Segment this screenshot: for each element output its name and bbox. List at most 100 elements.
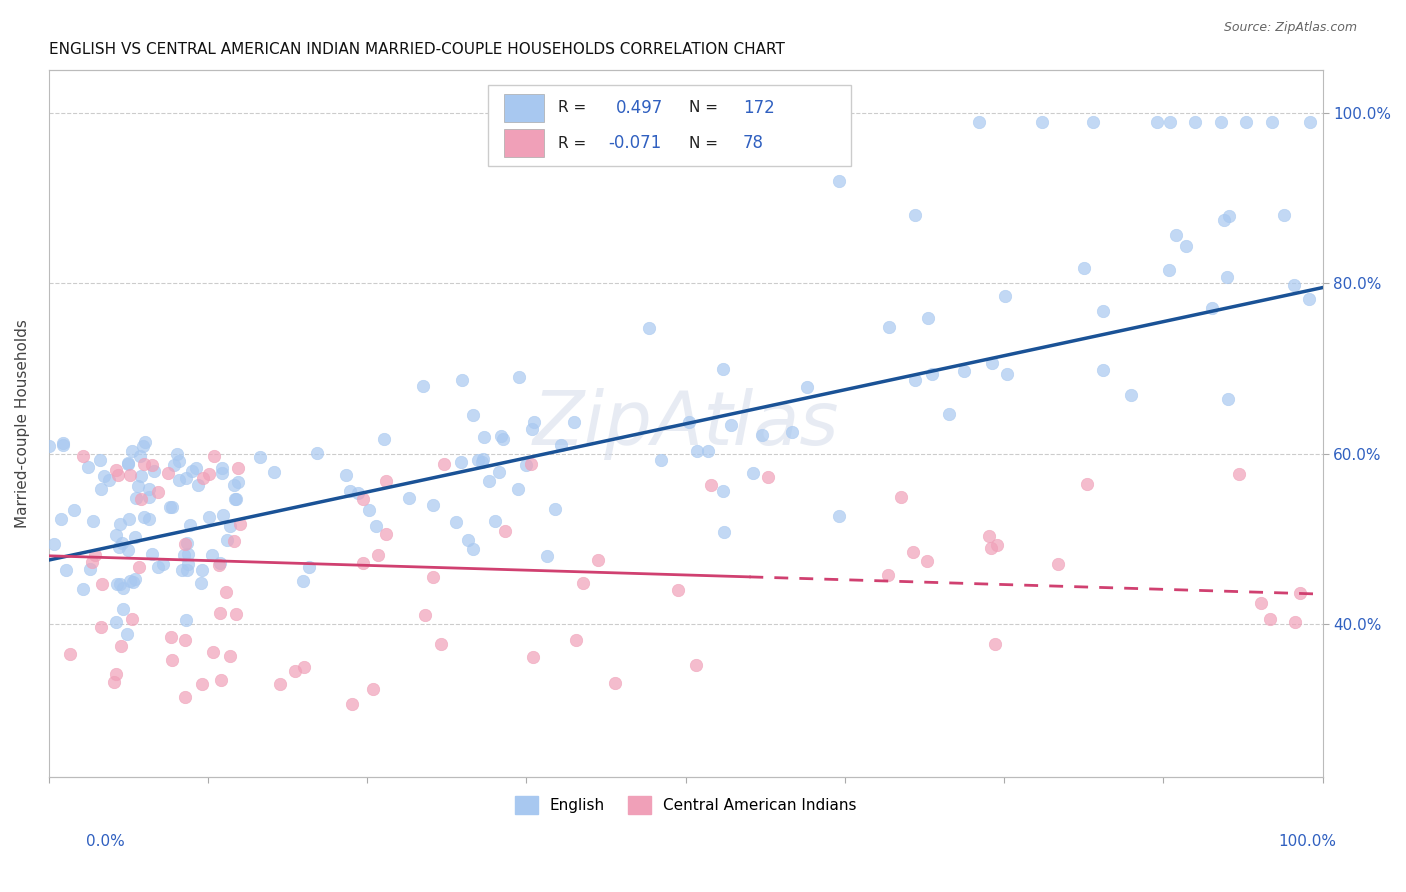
Point xyxy=(890,491,912,505)
Point xyxy=(461,408,484,422)
Point xyxy=(756,469,779,483)
Point xyxy=(1234,114,1257,128)
Point xyxy=(1092,303,1115,318)
Point xyxy=(184,460,207,475)
Point xyxy=(219,519,242,533)
Point xyxy=(134,510,156,524)
Point xyxy=(1157,262,1180,277)
Point xyxy=(173,537,195,551)
Point xyxy=(446,515,468,529)
Point xyxy=(522,649,544,664)
Point xyxy=(1031,114,1053,128)
Point xyxy=(478,475,501,489)
Point xyxy=(134,434,156,449)
Point xyxy=(118,468,141,483)
Point xyxy=(711,484,734,499)
Point xyxy=(79,562,101,576)
Point xyxy=(124,530,146,544)
Text: 0.0%: 0.0% xyxy=(86,834,125,848)
Point xyxy=(700,478,723,492)
Point xyxy=(117,626,139,640)
Point xyxy=(141,458,163,472)
Point xyxy=(129,468,152,483)
Legend: English, Central American Indians: English, Central American Indians xyxy=(509,789,863,821)
Point xyxy=(471,455,494,469)
Point xyxy=(550,438,572,452)
Point xyxy=(103,674,125,689)
Point xyxy=(72,582,94,596)
Point xyxy=(364,519,387,533)
Point xyxy=(678,415,700,429)
Point xyxy=(141,547,163,561)
Point xyxy=(107,468,129,483)
Point xyxy=(796,380,818,394)
Point xyxy=(711,361,734,376)
Point xyxy=(166,447,188,461)
Point xyxy=(1258,612,1281,626)
Point xyxy=(177,558,200,572)
Y-axis label: Married-couple Households: Married-couple Households xyxy=(15,319,30,528)
Point xyxy=(979,528,1001,542)
Point xyxy=(209,556,232,570)
Point xyxy=(198,510,221,524)
Point xyxy=(228,516,250,531)
Point xyxy=(780,425,803,439)
Point xyxy=(1227,467,1250,482)
Point xyxy=(269,677,291,691)
Point xyxy=(104,463,127,477)
Point xyxy=(225,491,247,506)
Point xyxy=(523,415,546,429)
Point xyxy=(91,577,114,591)
Point xyxy=(1073,260,1095,275)
Point xyxy=(222,477,245,491)
Point xyxy=(201,548,224,562)
Point xyxy=(90,620,112,634)
Point xyxy=(134,457,156,471)
Point xyxy=(713,524,735,539)
Point xyxy=(176,563,198,577)
Point xyxy=(494,524,516,538)
Point xyxy=(751,428,773,442)
Point xyxy=(142,464,165,478)
Point xyxy=(124,572,146,586)
Point xyxy=(174,471,197,485)
Point xyxy=(828,509,851,524)
Point xyxy=(346,486,368,500)
Point xyxy=(97,473,120,487)
Point xyxy=(292,660,315,674)
Point xyxy=(373,433,395,447)
Point xyxy=(121,574,143,589)
Point xyxy=(38,438,60,452)
Point xyxy=(80,555,103,569)
Point xyxy=(995,368,1018,382)
Point xyxy=(1218,210,1240,224)
Text: N =: N = xyxy=(689,101,723,115)
Point xyxy=(484,515,506,529)
Point xyxy=(226,461,249,475)
Point xyxy=(1250,596,1272,610)
Point xyxy=(105,615,128,629)
Point xyxy=(520,457,543,471)
Point xyxy=(492,432,515,446)
Point xyxy=(515,458,537,472)
Point xyxy=(1175,239,1198,253)
Point xyxy=(1146,114,1168,128)
Point xyxy=(191,471,214,485)
Point xyxy=(827,174,849,188)
Point xyxy=(374,474,396,488)
Point xyxy=(877,320,900,334)
Point xyxy=(1272,208,1295,222)
Point xyxy=(938,407,960,421)
Point xyxy=(915,554,938,568)
Point xyxy=(138,482,160,496)
Text: 172: 172 xyxy=(742,99,775,117)
Point xyxy=(127,479,149,493)
Point xyxy=(666,582,689,597)
Point xyxy=(187,478,209,492)
Point xyxy=(1083,114,1105,128)
Point xyxy=(488,465,510,479)
Point xyxy=(167,454,190,468)
Text: 78: 78 xyxy=(742,134,763,153)
Point xyxy=(93,469,115,483)
Point xyxy=(138,490,160,504)
